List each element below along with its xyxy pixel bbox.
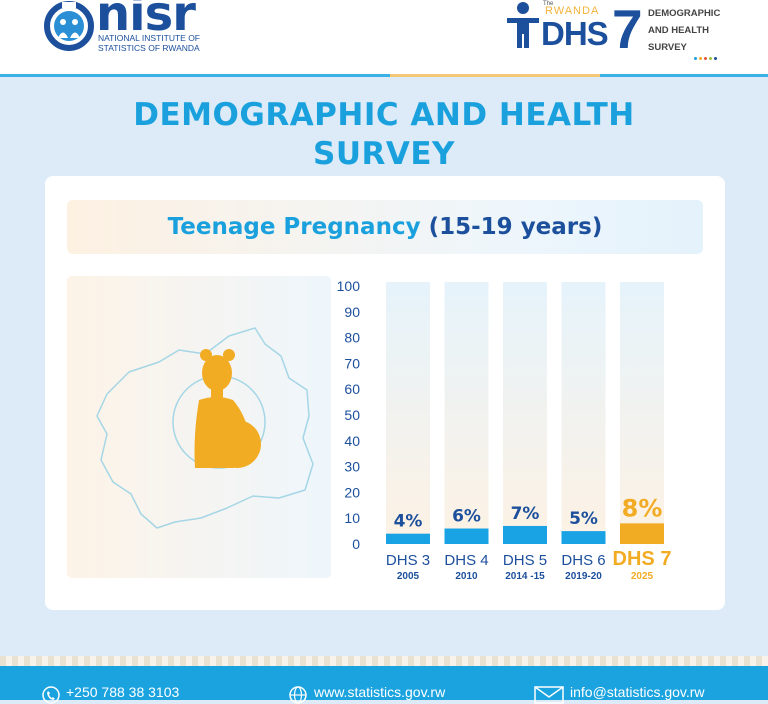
bar: [561, 531, 606, 544]
rwanda-outline-icon: [96, 327, 314, 529]
y-tick-label: 100: [337, 278, 361, 294]
dhs-color-dots: [694, 45, 719, 64]
data-label: 5%: [569, 509, 598, 529]
bar-background-column: [444, 282, 489, 544]
header: nisr NATIONAL INSTITUTE OF STATISTICS OF…: [0, 0, 768, 74]
dhs-the-label: The: [543, 1, 554, 7]
page-title: DEMOGRAPHIC AND HEALTH SURVEY: [133, 97, 635, 172]
year-label: 2005: [397, 571, 420, 582]
bar: [503, 525, 547, 544]
footer-website[interactable]: www.statistics.gov.rw: [314, 684, 446, 700]
bar: [386, 533, 430, 544]
y-tick-label: 90: [344, 304, 360, 320]
dhs-country-label: RWANDA: [545, 5, 600, 17]
bar-background-column: [386, 282, 430, 544]
dhs-person-icon: [507, 2, 539, 48]
y-tick-label: 60: [344, 381, 360, 397]
year-label: 2010: [455, 571, 478, 582]
dhs-tagline-2: AND HEALTH: [648, 25, 710, 36]
y-tick-label: 70: [344, 355, 360, 371]
y-tick-label: 50: [344, 407, 360, 423]
footer: +250 788 38 3103 www.statistics.gov.rw i…: [0, 666, 768, 704]
mail-icon: [534, 686, 564, 704]
rwanda-map-illustration: [96, 327, 314, 529]
dhs-tagline-1: DEMOGRAPHIC: [648, 8, 721, 19]
subtitle-range: (15-19 years): [428, 214, 603, 240]
category-label: DHS 3: [386, 552, 430, 569]
nisr-logo-word: nisr: [96, 0, 196, 42]
y-tick-label: 40: [344, 433, 360, 449]
y-tick-label: 20: [344, 484, 360, 500]
subtitle-main: Teenage Pregnancy: [167, 214, 421, 240]
year-label: 2014 -15: [505, 571, 545, 582]
category-label: DHS 6: [561, 552, 605, 569]
dhs-logo-number: 7: [612, 0, 643, 60]
category-label: DHS 7: [613, 548, 672, 570]
header-divider: [0, 74, 768, 77]
data-label: 8%: [622, 494, 663, 522]
data-label: 4%: [394, 512, 423, 532]
bar: [444, 528, 489, 544]
globe-icon: [289, 686, 307, 704]
y-tick-label: 10: [344, 510, 360, 526]
dhs-tagline-3: SURVEY: [648, 42, 687, 53]
y-tick-label: 30: [344, 459, 360, 475]
y-tick-label: 80: [344, 330, 360, 346]
footer-phone: +250 788 38 3103: [66, 684, 180, 700]
nisr-logo-icon: [44, 1, 94, 51]
footer-pattern: [0, 656, 768, 666]
bar-background-column: [561, 282, 606, 544]
y-tick-label: 0: [352, 536, 360, 552]
dhs-logo-word: DHS: [541, 15, 609, 52]
bar: [620, 523, 664, 544]
footer-email[interactable]: info@statistics.gov.rw: [570, 684, 705, 700]
data-label: 6%: [452, 507, 481, 527]
bar-background-column: [620, 282, 664, 544]
category-label: DHS 5: [503, 552, 547, 569]
pregnant-woman-icon: [194, 349, 261, 468]
map-panel: [67, 276, 331, 578]
content-card: Teenage Pregnancy (15-19 years) 0 10 20 30 4…: [45, 176, 725, 610]
phone-icon: [42, 686, 60, 704]
teenage-pregnancy-bar-chart: 0 10 20 30 40 50 60 70 80 90 100 4% DHS 3 2005 6% DHS 4…: [337, 278, 672, 582]
category-label: DHS 4: [444, 552, 488, 569]
year-label: 2025: [631, 571, 654, 582]
chart-subtitle: Teenage Pregnancy (15-19 years): [67, 200, 703, 254]
year-label: 2019-20: [565, 571, 602, 582]
data-label: 7%: [511, 504, 540, 524]
bar-background-column: [503, 282, 547, 544]
nisr-logo-subtitle: NATIONAL INSTITUTE OF STATISTICS OF RWAN…: [98, 33, 201, 53]
